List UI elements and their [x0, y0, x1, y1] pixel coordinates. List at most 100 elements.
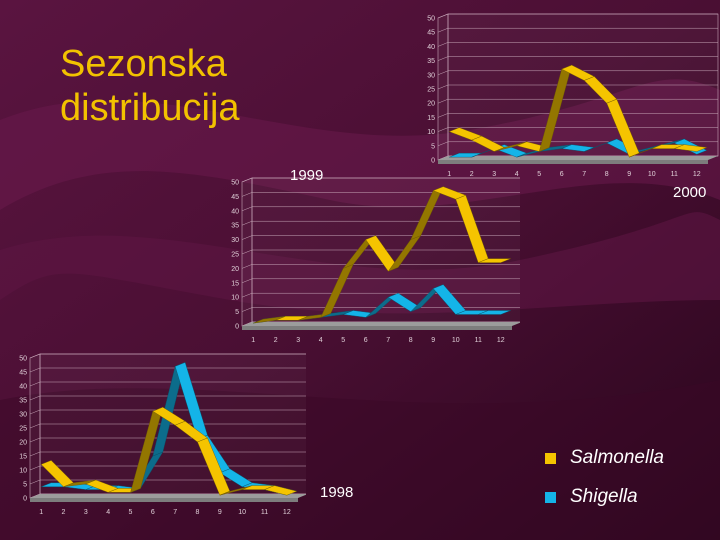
- y-tick-label: 40: [19, 384, 27, 391]
- title-line-1: Sezonska: [60, 43, 227, 85]
- x-tick-label: 6: [364, 337, 368, 344]
- x-tick-label: 12: [283, 509, 291, 516]
- gridline-side: [437, 70, 449, 76]
- y-tick-label: 25: [231, 252, 239, 259]
- gridline-side: [437, 113, 449, 118]
- legend-swatch-salmonella: [545, 452, 556, 464]
- x-tick-label: 2: [470, 171, 474, 178]
- series-salmonella: [40, 406, 298, 496]
- x-tick-label: 3: [492, 171, 496, 178]
- x-tick-label: 7: [386, 337, 390, 344]
- gridline-side: [29, 409, 41, 415]
- gridline-side: [241, 192, 253, 197]
- slide-title: Sezonska distribucija: [60, 42, 240, 130]
- series-segment: [673, 144, 708, 152]
- legend-item-salmonella: Salmonella: [545, 446, 664, 470]
- x-tick-label: 10: [238, 509, 246, 516]
- y-tick-label: 40: [231, 208, 239, 215]
- year-label-1999: 1999: [290, 167, 324, 184]
- gridline-side: [437, 56, 449, 61]
- gridline-side: [437, 42, 449, 47]
- chart-floor: [30, 494, 306, 498]
- series-segment: [263, 485, 298, 496]
- x-tick-label: 1: [251, 337, 255, 344]
- y-tick-label: 20: [427, 101, 435, 108]
- x-tick-label: 11: [261, 509, 268, 516]
- gridline-side: [241, 235, 253, 240]
- y-tick-label: 25: [427, 87, 435, 94]
- chart-floor-front: [438, 160, 708, 164]
- gridline-side: [29, 451, 41, 457]
- x-tick-label: 9: [627, 171, 631, 178]
- y-tick-label: 0: [23, 496, 27, 503]
- x-tick-label: 8: [605, 171, 609, 178]
- x-tick-label: 1: [447, 171, 451, 178]
- x-tick-label: 11: [475, 337, 482, 344]
- x-tick-label: 4: [106, 509, 110, 516]
- legend-item-shigella: Shigella: [545, 485, 664, 509]
- x-tick-label: 1: [39, 509, 43, 516]
- y-tick-label: 5: [431, 143, 435, 150]
- chart-floor-front: [242, 326, 512, 330]
- chart-floor: [438, 156, 718, 160]
- x-tick-label: 5: [129, 509, 133, 516]
- y-tick-label: 45: [19, 370, 27, 377]
- y-tick-label: 40: [427, 44, 435, 51]
- x-tick-label: 8: [196, 509, 200, 516]
- gridline-side: [29, 465, 41, 471]
- gridline-side: [241, 249, 253, 255]
- y-tick-label: 30: [427, 72, 435, 79]
- gridline-side: [241, 177, 253, 183]
- y-tick-label: 35: [231, 223, 239, 230]
- y-tick-label: 50: [231, 180, 239, 187]
- x-tick-label: 9: [218, 509, 222, 516]
- gridline-side: [241, 220, 253, 226]
- gridline-side: [437, 127, 449, 132]
- gridline-side: [29, 437, 41, 443]
- series-salmonella: [448, 64, 708, 158]
- legend-label-salmonella: Salmonella: [570, 447, 664, 468]
- y-tick-label: 50: [19, 356, 27, 363]
- gridline-side: [241, 307, 253, 312]
- x-tick-label: 3: [296, 337, 300, 344]
- y-tick-label: 35: [427, 58, 435, 65]
- y-tick-label: 5: [235, 309, 239, 316]
- y-tick-label: 20: [19, 440, 27, 447]
- gridline-side: [29, 395, 41, 401]
- x-tick-label: 12: [693, 171, 701, 178]
- gridline-side: [29, 479, 41, 485]
- y-tick-label: 45: [231, 194, 239, 201]
- gridline-side: [241, 278, 253, 284]
- y-tick-label: 15: [231, 280, 239, 287]
- gridline-side: [241, 292, 253, 298]
- year-label-2000: 2000: [673, 184, 707, 201]
- x-tick-label: 5: [537, 171, 541, 178]
- gridline-side: [437, 84, 449, 90]
- y-tick-label: 10: [231, 295, 239, 302]
- x-tick-label: 7: [173, 509, 177, 516]
- year-label-1998: 1998: [320, 484, 354, 501]
- y-tick-label: 10: [427, 129, 435, 136]
- x-tick-label: 7: [582, 171, 586, 178]
- x-tick-label: 9: [431, 337, 435, 344]
- chart-floor: [242, 322, 520, 326]
- y-tick-label: 20: [231, 266, 239, 273]
- gridline-side: [29, 353, 41, 359]
- series-segment: [478, 310, 511, 315]
- gridline-side: [29, 423, 41, 429]
- legend-label-shigella: Shigella: [570, 486, 638, 507]
- x-tick-label: 6: [151, 509, 155, 516]
- x-tick-label: 6: [560, 171, 564, 178]
- y-tick-label: 50: [427, 16, 435, 23]
- y-tick-label: 35: [19, 398, 27, 405]
- x-tick-label: 4: [319, 337, 323, 344]
- y-tick-label: 30: [19, 412, 27, 419]
- y-tick-label: 25: [19, 426, 27, 433]
- y-tick-label: 45: [427, 30, 435, 37]
- series-shigella: [41, 362, 298, 496]
- series-segment: [478, 258, 511, 263]
- x-tick-label: 8: [409, 337, 413, 344]
- legend: Salmonella Shigella: [545, 446, 664, 524]
- gridline-side: [437, 27, 449, 33]
